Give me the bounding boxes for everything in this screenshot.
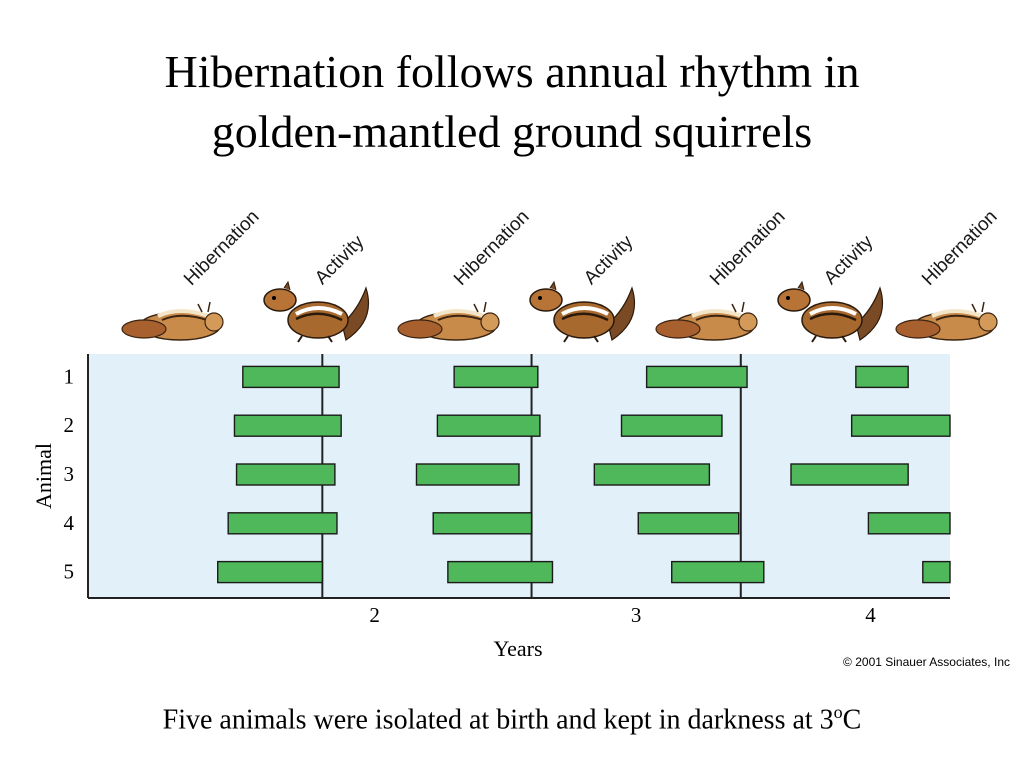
y-tick-label-1: 1 bbox=[64, 364, 75, 388]
activity-bar-animal-1-1 bbox=[242, 365, 340, 389]
sitting-squirrel-icon bbox=[263, 280, 370, 343]
hibernation-chart: 1 2 3 4 5 2 3 4 Years Animal bbox=[31, 354, 951, 661]
activity-bar-animal-2-3 bbox=[620, 414, 723, 437]
activity-bar-animal-1-3 bbox=[645, 365, 748, 389]
curled-squirrel-icon bbox=[895, 301, 998, 341]
caption-text: Five animals were isolated at birth and … bbox=[162, 704, 834, 736]
caption-unit: C bbox=[842, 704, 862, 736]
activity-bar-animal-5-3 bbox=[671, 560, 765, 584]
caption-degree-sup: o bbox=[833, 702, 843, 722]
activity-bar-animal-3-4 bbox=[790, 463, 909, 486]
activity-bar-animal-4-2 bbox=[432, 512, 533, 535]
activity-bar-animal-4-4 bbox=[867, 512, 951, 535]
activity-bar-animal-2-2 bbox=[436, 414, 541, 437]
y-tick-label-3: 3 bbox=[64, 462, 75, 486]
curled-squirrel-icon bbox=[655, 301, 758, 341]
x-tick-label-3: 3 bbox=[631, 603, 642, 627]
y-tick-label-4: 4 bbox=[64, 511, 75, 535]
activity-bar-animal-1-4 bbox=[855, 365, 909, 389]
activity-bar-animal-3-2 bbox=[415, 463, 520, 486]
activity-bar-animal-2-1 bbox=[233, 414, 342, 437]
activity-bar-animal-1-2 bbox=[453, 365, 539, 389]
activity-bar-animal-5-4 bbox=[922, 560, 951, 584]
activity-bar-animal-5-2 bbox=[447, 560, 554, 584]
activity-bar-animal-3-3 bbox=[593, 463, 711, 486]
x-tick-label-4: 4 bbox=[865, 603, 876, 627]
sitting-squirrel-icon bbox=[529, 280, 636, 343]
slide-title: Hibernation follows annual rhythm in gol… bbox=[0, 42, 1024, 162]
activity-bar-animal-2-4 bbox=[850, 414, 951, 437]
y-tick-label-2: 2 bbox=[64, 413, 75, 437]
activity-bar-animal-4-3 bbox=[637, 512, 740, 535]
activity-bar-animal-3-1 bbox=[235, 463, 336, 486]
axes bbox=[87, 354, 950, 599]
x-axis-label: Years bbox=[493, 636, 542, 661]
y-tick-label-5: 5 bbox=[64, 560, 75, 584]
slide-caption: Five animals were isolated at birth and … bbox=[0, 702, 1024, 736]
copyright-notice: © 2001 Sinauer Associates, Inc bbox=[843, 655, 1010, 669]
title-line-2: golden-mantled ground squirrels bbox=[211, 106, 813, 157]
x-tick-label-2: 2 bbox=[369, 603, 380, 627]
activity-bar-animal-5-1 bbox=[217, 560, 324, 584]
activity-bars bbox=[217, 365, 951, 584]
y-axis-label: Animal bbox=[31, 443, 56, 509]
sitting-squirrel-icon bbox=[777, 280, 884, 343]
curled-squirrel-icon bbox=[121, 301, 224, 341]
activity-bar-animal-4-1 bbox=[227, 512, 338, 535]
tick-labels: 1 2 3 4 5 2 3 4 bbox=[64, 364, 877, 627]
curled-squirrel-icon bbox=[397, 301, 500, 341]
title-line-1: Hibernation follows annual rhythm in bbox=[164, 46, 860, 97]
